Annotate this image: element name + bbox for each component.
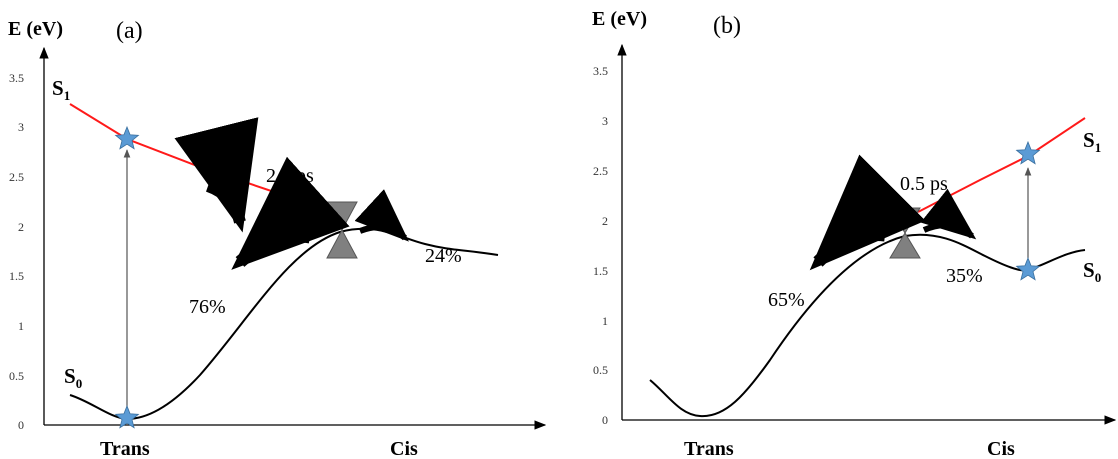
- star-icon: [114, 404, 140, 429]
- x-category-cis: Cis: [987, 438, 1015, 459]
- s0-curve: [649, 233, 1086, 418]
- s1-curve: [917, 117, 1086, 213]
- panel-label: (b): [713, 13, 741, 39]
- time-label: 2.8 ps: [266, 165, 314, 187]
- state-label-s0: S0: [1083, 258, 1101, 285]
- y-tick: 3: [602, 114, 608, 128]
- state-label-s0: S0: [64, 364, 82, 391]
- conical-intersection-icon: [889, 207, 921, 259]
- y-tick: 2: [18, 220, 24, 234]
- star-icon: [1015, 256, 1041, 281]
- y-tick: 0.5: [593, 363, 608, 377]
- panel-a: E (eV) (a) 0 0.5 1 1.5 2 2.5 3 3.5 Trans…: [8, 18, 547, 459]
- y-tick: 2: [602, 214, 608, 228]
- panel-label: (a): [116, 18, 143, 44]
- y-tick: 1: [18, 319, 24, 333]
- s1-curve: [69, 103, 317, 207]
- branch-left-arrow-icon: [809, 154, 926, 271]
- y-tick: 0: [602, 413, 608, 427]
- y-axis-label: E (eV): [592, 8, 647, 30]
- decay-arrow-icon: [174, 117, 259, 233]
- x-category-trans: Trans: [684, 438, 734, 459]
- y-tick: 0: [18, 418, 24, 432]
- y-tick: 0.5: [9, 369, 24, 383]
- time-label: 0.5 ps: [900, 173, 948, 195]
- star-icon: [1015, 140, 1041, 165]
- y-axis-label: E (eV): [8, 18, 63, 40]
- branch-percent-right: 35%: [946, 265, 983, 287]
- branch-left-arrow-icon: [231, 156, 350, 270]
- y-tick: 2.5: [9, 170, 24, 184]
- y-tick: 1.5: [593, 264, 608, 278]
- y-tick: 3.5: [593, 64, 608, 78]
- panel-b: E (eV) (b) 0 0.5 1 1.5 2 2.5 3 3.5 Trans…: [592, 8, 1117, 459]
- branch-percent-left: 76%: [189, 296, 226, 318]
- state-label-s1: S1: [1083, 128, 1101, 155]
- y-tick: 2.5: [593, 164, 608, 178]
- y-tick: 1.5: [9, 269, 24, 283]
- star-icon: [114, 125, 140, 150]
- branch-right-arrow-icon: [354, 189, 409, 242]
- y-tick: 3.5: [9, 71, 24, 85]
- branch-right-arrow-icon: [920, 188, 977, 240]
- branch-percent-right: 24%: [425, 245, 462, 267]
- y-tick: 1: [602, 314, 608, 328]
- state-label-s1: S1: [52, 76, 70, 103]
- y-tick: 3: [18, 120, 24, 134]
- x-category-cis: Cis: [390, 438, 418, 459]
- x-category-trans: Trans: [100, 438, 150, 459]
- branch-percent-left: 65%: [768, 289, 805, 311]
